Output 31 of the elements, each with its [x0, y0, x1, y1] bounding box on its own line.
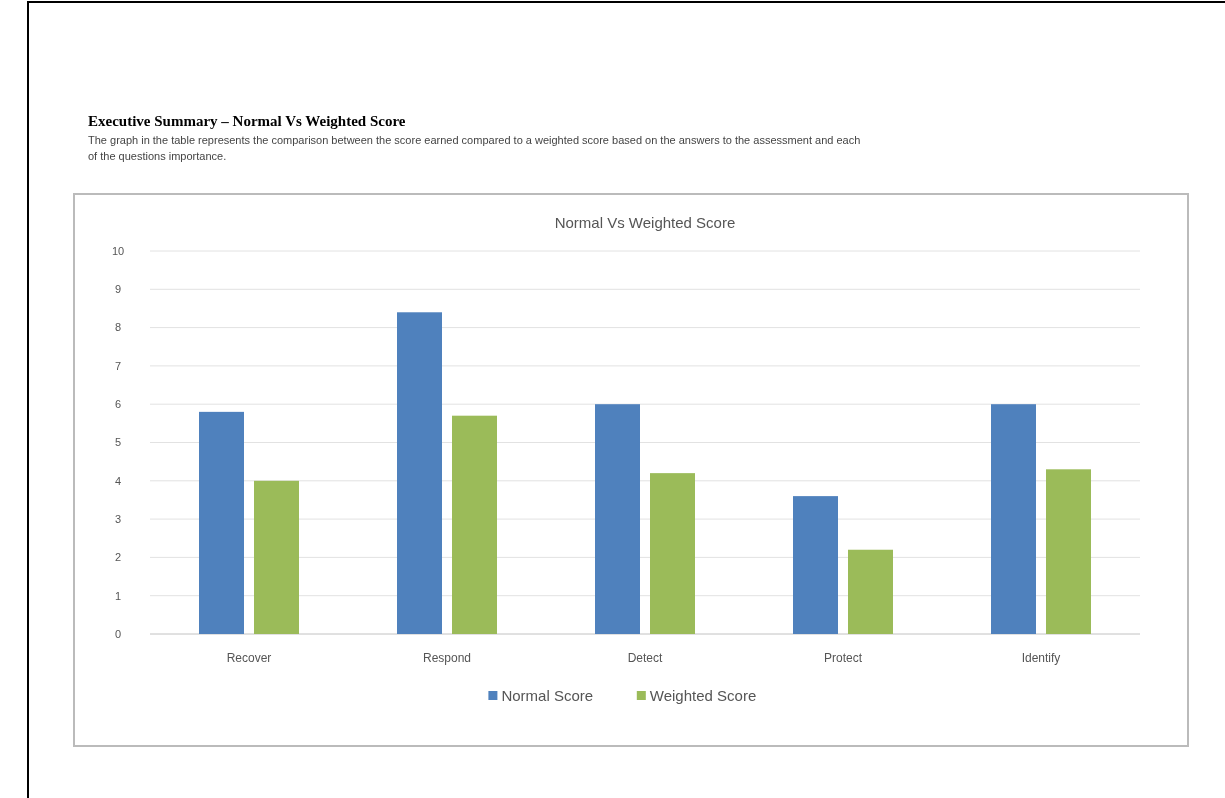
y-tick-label: 1 [114, 589, 122, 602]
bar [452, 415, 497, 634]
y-tick-label: 6 [114, 398, 122, 411]
bar [254, 480, 299, 634]
y-tick-label: 3 [114, 512, 122, 525]
x-tick-label: Protect [823, 651, 863, 665]
y-tick-label: 7 [114, 359, 122, 372]
y-tick-label: 8 [114, 321, 122, 334]
bar [793, 496, 838, 634]
bar [650, 473, 695, 634]
chart-title: Executive Summary – Normal Vs Weighted Score [88, 113, 406, 129]
x-tick-label: Identify [1021, 651, 1061, 665]
y-tick-label: 10 [111, 244, 125, 257]
legend-label: Normal Score [501, 687, 594, 705]
y-tick-label: 0 [114, 627, 122, 640]
y-tick-label: 9 [114, 283, 122, 296]
bar [848, 549, 893, 634]
bar [595, 404, 640, 634]
x-tick-label: Respond [422, 651, 472, 665]
legend-label: Weighted Score [649, 687, 757, 705]
bar [991, 404, 1036, 634]
bar [397, 312, 442, 634]
x-tick-label: Recover [226, 651, 272, 665]
x-tick-label: Detect [627, 651, 663, 665]
y-tick-label: 2 [114, 551, 122, 564]
bar [1046, 469, 1091, 634]
bar [199, 411, 244, 634]
y-tick-label: 5 [114, 436, 122, 449]
chart-subtitle: The graph in the table represents the comparison between the score earned compared to a weighted score based on the answers to the assessment and each of the questions importance. [88, 134, 861, 162]
text: Normal Vs Weighted Score [554, 214, 736, 231]
y-tick-label: 4 [114, 474, 122, 487]
